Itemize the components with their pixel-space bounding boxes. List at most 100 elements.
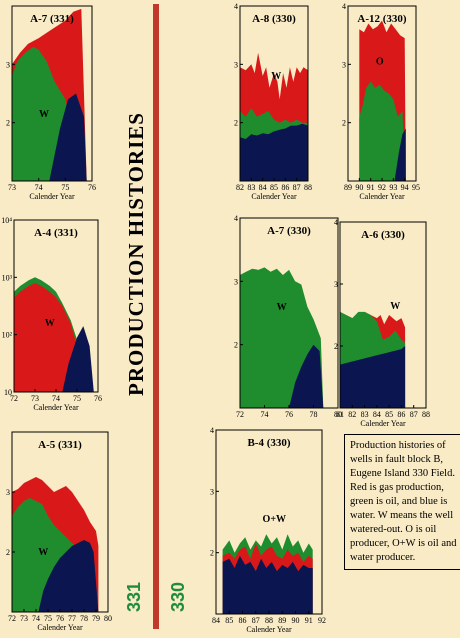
x-tick-label: 77: [68, 614, 76, 623]
y-tick-label: 2: [6, 548, 10, 557]
chart-title: A-5 (331): [38, 439, 82, 451]
chart-a7-331: 2 3 73 74 75 76 Calender Year A-7 (331) W: [0, 0, 100, 205]
x-tick-label: 81: [336, 410, 344, 419]
chart-svg: 2 3 72 73 74 75 76 77 78 79 80 Calender Year A-5 (33…: [6, 431, 112, 632]
y-tick-label: 3: [334, 280, 338, 289]
chart-a8-330: 2 3 4 82 83 84 85 86 87 88 Calender Year A-8 (330) W: [228, 0, 316, 205]
chart-title: A-4 (331): [34, 227, 78, 239]
status-annotation: W: [45, 318, 55, 329]
plot-frame: [339, 221, 427, 409]
x-tick-label: 78: [80, 614, 88, 623]
y-tick-label: 2: [6, 119, 10, 128]
fault-block-330-label: 330: [168, 581, 188, 612]
series-gas-area: [14, 283, 82, 392]
x-tick-label: 79: [92, 614, 100, 623]
x-tick-label: 93: [389, 183, 397, 192]
x-tick-label: 76: [88, 183, 96, 192]
series-water-area: [289, 344, 324, 408]
x-axis-label: Calender Year: [246, 625, 292, 634]
chart-a5-331: 2 3 72 73 74 75 76 77 78 79 80 Calender Year A-5 (33…: [0, 424, 116, 636]
x-tick-label: 89: [278, 616, 286, 625]
x-tick-label: 72: [236, 410, 244, 419]
status-annotation: O+W: [263, 514, 286, 525]
y-tick-label: 10: [4, 388, 12, 397]
y-tick-label: 3: [342, 60, 346, 69]
chart-a7-330: 2 3 4 72 74 76 78 80 A-7 (330) W: [226, 210, 346, 432]
y-tick-label: 2: [342, 119, 346, 128]
y-tick-label: 3: [6, 60, 10, 69]
y-tick-label: 3: [210, 487, 214, 496]
chart-title: A-12 (330): [357, 13, 407, 25]
x-tick-label: 76: [56, 614, 64, 623]
x-tick-label: 85: [270, 183, 278, 192]
x-tick-label: 82: [348, 410, 356, 419]
chart-svg: 2 3 4 82 83 84 85 86 87 88 Calender Year A-8 (330) W: [234, 2, 312, 201]
x-tick-label: 88: [304, 183, 312, 192]
x-tick-label: 84: [259, 183, 267, 192]
fault-block-331-label: 331: [124, 581, 144, 612]
x-tick-label: 90: [292, 616, 300, 625]
x-tick-label: 95: [412, 183, 420, 192]
x-tick-label: 74: [32, 614, 40, 623]
x-tick-label: 74: [52, 394, 60, 403]
x-tick-label: 83: [361, 410, 369, 419]
y-tick-label: 4: [334, 218, 338, 227]
series-water-area: [394, 128, 406, 181]
y-tick-label: 10³: [2, 273, 13, 282]
x-axis-label: Calender Year: [360, 419, 406, 428]
x-tick-label: 84: [212, 616, 220, 625]
x-tick-label: 75: [61, 183, 69, 192]
series-oil-area: [359, 81, 406, 181]
page-title: PRODUCTION HISTORIES: [124, 112, 148, 396]
chart-title: A-8 (330): [252, 13, 296, 25]
x-tick-label: 76: [94, 394, 102, 403]
y-tick-label: 4: [342, 2, 346, 11]
x-tick-label: 74: [261, 410, 269, 419]
x-tick-label: 92: [378, 183, 386, 192]
x-tick-label: 85: [225, 616, 233, 625]
x-tick-label: 73: [31, 394, 39, 403]
x-tick-label: 72: [8, 614, 16, 623]
x-tick-label: 78: [310, 410, 318, 419]
status-annotation: W: [271, 71, 281, 82]
y-tick-label: 2: [234, 341, 238, 350]
x-tick-label: 94: [401, 183, 409, 192]
chart-a4-331: 10 10² 10³ 10⁴ 72 73 74 75 76 Calender Year A-4 (3…: [0, 216, 106, 416]
x-tick-label: 92: [318, 616, 326, 625]
status-annotation: O: [376, 56, 384, 67]
x-tick-label: 80: [334, 410, 342, 419]
y-tick-label: 4: [210, 426, 214, 435]
x-tick-label: 88: [422, 410, 430, 419]
x-tick-label: 72: [10, 394, 18, 403]
chart-svg: 2 3 4 84 85 86 87 88 89 90 91 92 Calender Year B-4 (3…: [210, 426, 326, 634]
x-tick-label: 88: [265, 616, 273, 625]
y-tick-label: 2: [234, 119, 238, 128]
y-tick-label: 4: [234, 2, 238, 11]
x-tick-label: 90: [355, 183, 363, 192]
x-tick-label: 84: [373, 410, 381, 419]
x-tick-label: 86: [281, 183, 289, 192]
x-tick-label: 91: [367, 183, 375, 192]
status-annotation: W: [38, 547, 48, 558]
x-tick-label: 87: [410, 410, 418, 419]
plot-frame: [11, 5, 93, 182]
x-tick-label: 80: [104, 614, 112, 623]
series-water-area: [62, 326, 94, 392]
x-tick-label: 86: [239, 616, 247, 625]
chart-b4-330: 2 3 4 84 85 86 87 88 89 90 91 92 Calender Year B-4 (3…: [204, 424, 330, 638]
chart-title: A-6 (330): [361, 229, 405, 241]
x-tick-label: 89: [344, 183, 352, 192]
series-water-area: [49, 93, 87, 181]
x-tick-label: 87: [293, 183, 301, 192]
y-tick-label: 3: [6, 488, 10, 497]
status-annotation: W: [277, 302, 287, 313]
divider-bar: [153, 4, 159, 629]
x-tick-label: 86: [397, 410, 405, 419]
x-tick-label: 75: [73, 394, 81, 403]
series-water-area: [38, 540, 99, 612]
chart-a12-330: 2 3 4 89 90 91 92 93 94 95 Calender Year A-12 (330)…: [338, 0, 424, 205]
chart-title: A-7 (331): [30, 13, 74, 25]
x-axis-label: Calender Year: [29, 192, 75, 201]
y-tick-label: 3: [234, 277, 238, 286]
x-axis-label: Calender Year: [251, 192, 297, 201]
